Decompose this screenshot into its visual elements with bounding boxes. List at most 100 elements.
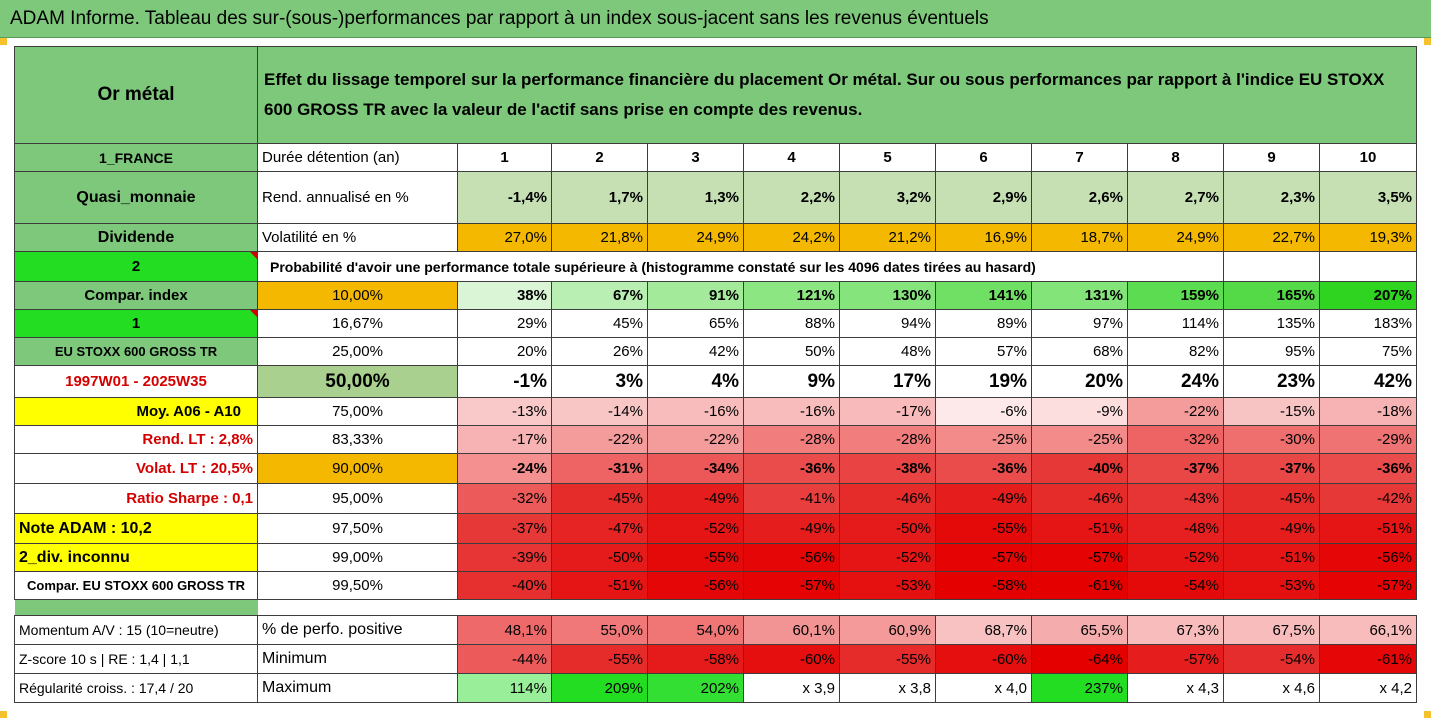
left-label-cell[interactable]: Compar. EU STOXX 600 GROSS TR [14, 571, 258, 600]
percentile-value-cell[interactable]: 9% [743, 365, 840, 398]
stat-value-cell[interactable]: -44% [457, 644, 552, 674]
stat-value-cell[interactable]: -58% [647, 644, 744, 674]
dividend-cell[interactable]: Dividende [14, 223, 258, 252]
percentile-value-cell[interactable]: 50% [743, 337, 840, 366]
stat-value-cell[interactable]: 209% [551, 673, 648, 703]
year-header-cell[interactable]: 7 [1031, 143, 1128, 172]
rend-value-cell[interactable]: -1,4% [457, 171, 552, 224]
percentile-value-cell[interactable]: 42% [647, 337, 744, 366]
percentile-value-cell[interactable]: 38% [457, 281, 552, 310]
rend-value-cell[interactable]: 2,9% [935, 171, 1032, 224]
percentile-value-cell[interactable]: 68% [1031, 337, 1128, 366]
left-label-cell[interactable]: Note ADAM : 10,2 [14, 513, 258, 544]
asset-name-cell[interactable]: Or métal [14, 46, 258, 144]
percentile-value-cell[interactable]: 95% [1223, 337, 1320, 366]
year-header-cell[interactable]: 5 [839, 143, 936, 172]
percentile-value-cell[interactable]: -49% [1223, 513, 1320, 544]
rend-value-cell[interactable]: 2,2% [743, 171, 840, 224]
stat-value-cell[interactable]: x 4,0 [935, 673, 1032, 703]
percentile-value-cell[interactable]: -46% [839, 483, 936, 514]
probability-caption-cell[interactable]: Probabilité d'avoir une performance tota… [257, 251, 1224, 282]
left-label-cell[interactable]: Rend. LT : 2,8% [14, 425, 258, 454]
percentile-value-cell[interactable]: -49% [647, 483, 744, 514]
percentile-value-cell[interactable]: -57% [1031, 543, 1128, 572]
percentile-value-cell[interactable]: -16% [743, 397, 840, 426]
percentile-value-cell[interactable]: -31% [551, 453, 648, 484]
percentile-value-cell[interactable]: -51% [1031, 513, 1128, 544]
percentile-value-cell[interactable]: -22% [647, 425, 744, 454]
percentile-value-cell[interactable]: -40% [457, 571, 552, 600]
stat-value-cell[interactable]: -55% [551, 644, 648, 674]
stat-value-cell[interactable]: -61% [1318, 644, 1418, 674]
percentile-value-cell[interactable]: 130% [839, 281, 936, 310]
percentile-value-cell[interactable]: -38% [839, 453, 936, 484]
vol-value-cell[interactable]: 24,9% [647, 223, 744, 252]
percentile-value-cell[interactable]: -29% [1318, 425, 1418, 454]
stat-value-cell[interactable]: x 4,6 [1223, 673, 1320, 703]
percentile-value-cell[interactable]: -56% [1318, 543, 1418, 572]
percentile-value-cell[interactable]: -37% [1127, 453, 1224, 484]
rend-value-cell[interactable]: 2,7% [1127, 171, 1224, 224]
percentile-value-cell[interactable]: -57% [1318, 571, 1418, 600]
vol-value-cell[interactable]: 21,2% [839, 223, 936, 252]
percentile-value-cell[interactable]: -25% [1031, 425, 1128, 454]
percentile-value-cell[interactable]: -48% [1127, 513, 1224, 544]
left-label-cell[interactable]: EU STOXX 600 GROSS TR [14, 337, 258, 366]
percentile-value-cell[interactable]: -47% [551, 513, 648, 544]
vol-value-cell[interactable]: 16,9% [935, 223, 1032, 252]
percentile-cell[interactable]: 16,67% [257, 309, 458, 338]
percentile-cell[interactable]: 95,00% [257, 483, 458, 514]
percentile-value-cell[interactable]: -13% [457, 397, 552, 426]
percentile-value-cell[interactable]: -22% [551, 425, 648, 454]
percentile-value-cell[interactable]: 26% [551, 337, 648, 366]
year-header-cell[interactable]: 9 [1223, 143, 1320, 172]
percentile-value-cell[interactable]: -1% [457, 365, 552, 398]
stat-value-cell[interactable]: 114% [457, 673, 552, 703]
rend-value-cell[interactable]: 2,3% [1223, 171, 1320, 224]
stat-value-cell[interactable]: 202% [647, 673, 744, 703]
percentile-value-cell[interactable]: -57% [935, 543, 1032, 572]
percentile-value-cell[interactable]: -52% [839, 543, 936, 572]
stat-value-cell[interactable]: 60,9% [839, 615, 936, 645]
percentile-cell[interactable]: 75,00% [257, 397, 458, 426]
rend-value-cell[interactable]: 2,6% [1031, 171, 1128, 224]
stat-value-cell[interactable]: x 3,8 [839, 673, 936, 703]
rend-value-cell[interactable]: 1,3% [647, 171, 744, 224]
stat-value-cell[interactable]: x 4,2 [1318, 673, 1418, 703]
percentile-value-cell[interactable]: 131% [1031, 281, 1128, 310]
percentile-cell[interactable]: 83,33% [257, 425, 458, 454]
percentile-value-cell[interactable]: 159% [1127, 281, 1224, 310]
percentile-value-cell[interactable]: -55% [935, 513, 1032, 544]
stat-label-cell[interactable]: % de perfo. positive [257, 615, 458, 645]
percentile-value-cell[interactable]: -39% [457, 543, 552, 572]
percentile-cell[interactable]: 25,00% [257, 337, 458, 366]
year-header-cell[interactable]: 8 [1127, 143, 1224, 172]
year-header-cell[interactable]: 2 [551, 143, 648, 172]
stat-label-cell[interactable]: Minimum [257, 644, 458, 674]
stat-value-cell[interactable]: 67,3% [1127, 615, 1224, 645]
left-label-cell[interactable]: Compar. index [14, 281, 258, 310]
percentile-value-cell[interactable]: -52% [1127, 543, 1224, 572]
year-header-cell[interactable]: 4 [743, 143, 840, 172]
percentile-value-cell[interactable]: -17% [457, 425, 552, 454]
percentile-value-cell[interactable]: 88% [743, 309, 840, 338]
percentile-value-cell[interactable]: -42% [1318, 483, 1418, 514]
percentile-value-cell[interactable]: 4% [647, 365, 744, 398]
percentile-cell[interactable]: 99,50% [257, 571, 458, 600]
percentile-value-cell[interactable]: -16% [647, 397, 744, 426]
stat-value-cell[interactable]: -54% [1223, 644, 1320, 674]
percentile-value-cell[interactable]: 65% [647, 309, 744, 338]
percentile-value-cell[interactable]: -45% [1223, 483, 1320, 514]
percentile-value-cell[interactable]: -51% [1223, 543, 1320, 572]
percentile-value-cell[interactable]: 17% [839, 365, 936, 398]
holding-label-cell[interactable]: Durée détention (an) [257, 143, 458, 172]
stat-value-cell[interactable]: -60% [743, 644, 840, 674]
left-label-cell[interactable]: Ratio Sharpe : 0,1 [14, 483, 258, 514]
year-header-cell[interactable]: 3 [647, 143, 744, 172]
stat-value-cell[interactable]: 60,1% [743, 615, 840, 645]
description-cell[interactable]: Effet du lissage temporel sur la perform… [256, 46, 1418, 144]
vol-value-cell[interactable]: 21,8% [551, 223, 648, 252]
rend-value-cell[interactable]: 3,2% [839, 171, 936, 224]
percentile-value-cell[interactable]: 20% [1031, 365, 1128, 398]
vol-label-cell[interactable]: Volatilité en % [257, 223, 458, 252]
